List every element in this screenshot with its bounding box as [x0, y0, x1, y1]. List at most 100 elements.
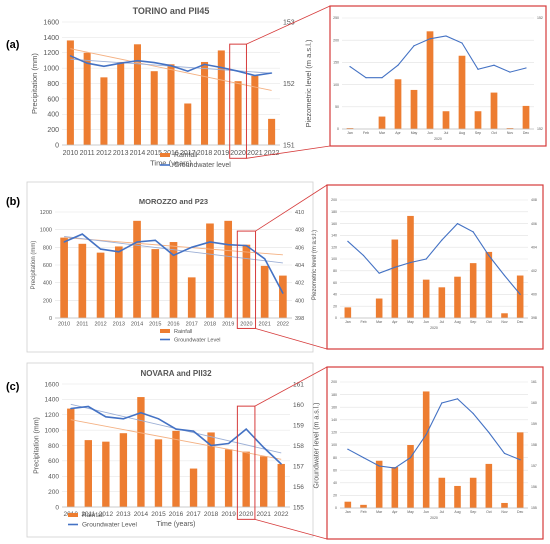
x-tick-label: 2018 — [197, 150, 213, 157]
y-tick-label: 0 — [55, 142, 59, 149]
groundwater-point-2020 — [245, 428, 247, 430]
groundwater-point-Jun — [425, 433, 427, 436]
panel-label-a: (a) — [6, 39, 20, 51]
x-tick-label: 2020 — [230, 150, 246, 157]
y2-tick-label: 156 — [293, 484, 304, 491]
y2-tick-label: 404 — [295, 263, 304, 269]
rainfall-trendline — [64, 237, 283, 256]
bar-2021 — [260, 265, 269, 318]
x-tick-label: 2015 — [146, 150, 162, 157]
x-tick-label: Aug — [454, 320, 460, 324]
y2-tick-label: 152 — [283, 81, 295, 88]
x-tick-label: Apr — [395, 131, 401, 135]
x-tick-label: May — [407, 320, 414, 324]
y-tick-label: 1200 — [45, 412, 60, 419]
y-tick-label: 60 — [333, 468, 337, 472]
x-tick-label: 2021 — [247, 150, 263, 157]
groundwater-point-Feb — [362, 254, 365, 257]
x-tick-label: Jul — [440, 320, 445, 324]
y-tick-label: 0 — [49, 316, 52, 322]
x-tick-label: 2022 — [277, 322, 289, 328]
groundwater-point-2013 — [122, 418, 124, 420]
groundwater-point-2016 — [170, 65, 172, 67]
detail-frame-c — [326, 366, 544, 540]
groundwater-point-Jul — [441, 402, 443, 404]
y-tick-label: 150 — [333, 61, 339, 65]
y-tick-label: 800 — [47, 81, 59, 88]
bar-2017 — [189, 468, 198, 507]
y2-tick-label: 406 — [531, 222, 537, 226]
y-tick-label: 800 — [48, 443, 59, 450]
groundwater-point-Jan — [347, 240, 349, 242]
groundwater-point-Sep — [472, 231, 474, 233]
y2-tick-label: 406 — [295, 245, 304, 251]
groundwater-point-Aug — [456, 398, 459, 400]
groundwater-point-2022 — [282, 292, 284, 294]
x-tick-label: Aug — [459, 131, 465, 135]
chart-title: MOROZZO and P23 — [139, 197, 208, 206]
x-tick-label: 2011 — [81, 511, 95, 518]
bar-2015 — [154, 439, 163, 507]
bar-2016 — [167, 64, 175, 145]
y2-tick-label: 159 — [293, 422, 304, 429]
y-axis-label: Precipitation (mm) — [30, 53, 39, 114]
legend-groundwater-label: Groundwater Level — [174, 338, 220, 344]
x-tick-label: Jan — [347, 131, 353, 135]
x-tick-label: 2013 — [113, 322, 125, 328]
y-tick-label: 160 — [331, 222, 337, 226]
y-tick-label: 1400 — [43, 35, 59, 42]
groundwater-point-2022 — [280, 463, 282, 465]
x-axis-label: 2020 — [434, 137, 442, 141]
bar-2013 — [114, 246, 123, 318]
x-tick-label: 2014 — [131, 322, 143, 328]
bar-2010 — [66, 40, 74, 146]
groundwater-point-Nov — [503, 452, 506, 454]
legend-rainfall-label: Rainfall — [174, 152, 198, 159]
groundwater-point-2010 — [69, 55, 71, 57]
bar-2021 — [260, 456, 268, 507]
groundwater-point-Mar — [381, 77, 383, 79]
x-tick-label: Aug — [454, 510, 460, 514]
x-tick-label: 2014 — [130, 150, 146, 157]
y-axis-label: Precipitation (mm) — [34, 417, 41, 474]
x-tick-label: 2017 — [186, 322, 198, 328]
x-tick-label: 2016 — [167, 322, 179, 328]
bar-Oct — [490, 92, 498, 129]
x-tick-label: 2019 — [214, 150, 230, 157]
x-axis-label: Time (years) — [150, 158, 192, 167]
y2-tick-label: 404 — [531, 245, 537, 249]
y2-tick-label: 158 — [293, 443, 304, 450]
y-tick-label: 0 — [335, 316, 337, 320]
connector-bottom — [254, 518, 328, 540]
bar-Nov — [501, 313, 508, 318]
groundwater-point-2017 — [191, 246, 193, 248]
groundwater-point-Jul — [445, 35, 447, 37]
x-tick-label: 2021 — [259, 322, 271, 328]
y-tick-label: 80 — [333, 269, 337, 273]
bar-2017 — [187, 277, 196, 318]
groundwater-point-2010 — [70, 408, 72, 410]
y-tick-label: 50 — [335, 105, 339, 109]
y2-tick-label: 400 — [295, 298, 304, 304]
bar-2019 — [224, 220, 233, 318]
x-tick-label: Jul — [440, 510, 445, 514]
groundwater-point-2015 — [157, 418, 160, 420]
groundwater-point-2018 — [203, 63, 206, 66]
groundwater-point-Jan — [349, 65, 351, 68]
bar-Aug — [454, 276, 461, 318]
y-tick-label: 140 — [331, 234, 337, 238]
bar-Dec — [516, 275, 524, 318]
bar-2010 — [60, 237, 68, 318]
groundwater-point-Mar — [378, 272, 380, 274]
groundwater-point-2020 — [237, 70, 239, 72]
x-tick-label: 2016 — [163, 150, 179, 157]
groundwater-point-Mar — [378, 465, 380, 467]
groundwater-point-Aug — [461, 42, 463, 44]
bar-2011 — [84, 440, 92, 507]
groundwater-point-May — [413, 45, 415, 47]
y2-tick-label: 408 — [295, 228, 304, 234]
y2-tick-label: 410 — [295, 210, 304, 216]
x-tick-label: Mar — [379, 131, 386, 135]
chart-1: 0 50 100 150 200 250 152 152 Jan Feb Mar Apr May Jun J… — [333, 16, 543, 141]
groundwater-trendline — [64, 235, 283, 264]
